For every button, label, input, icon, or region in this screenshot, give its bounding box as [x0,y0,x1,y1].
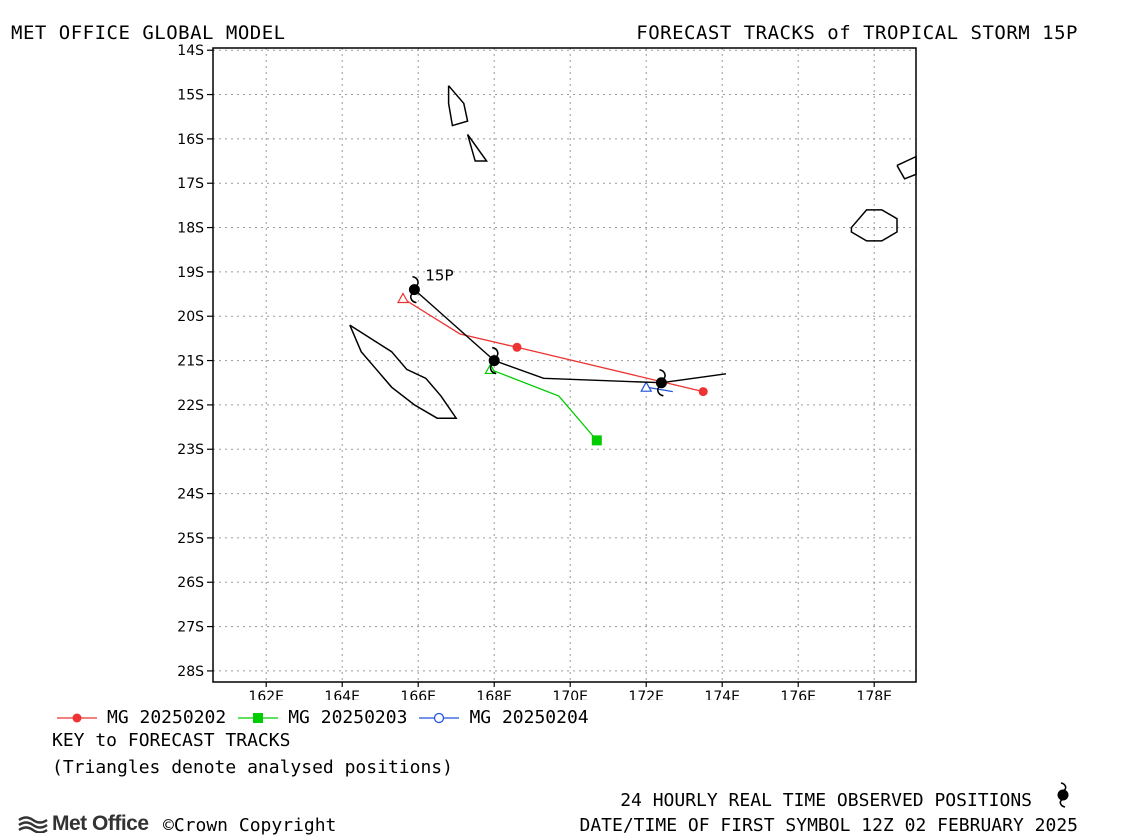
x-tick-label: 172E [628,689,664,700]
observed-track-line [413,289,727,384]
key-title: KEY to FORECAST TRACKS [52,730,291,751]
legend-label: MG 20250204 [469,707,589,728]
coastline [447,85,469,127]
x-tick-label: 174E [704,689,740,700]
x-tick-label: 162E [248,689,284,700]
forecast-marker-circle [512,342,522,352]
coastline [466,134,489,162]
legend-swatch-red [57,713,97,722]
observed-position-symbol [655,368,667,397]
coastline [850,209,898,242]
y-tick-label: 24S [177,487,204,503]
storm-symbol-arm [656,386,664,397]
forecast-track-chart: 15P 14S 15S 16S 17S 18S 19S 20S 21S 22S 23S 24S 25S… [177,43,917,700]
met-office-logo: Met Office [18,812,149,836]
first-symbol-datetime: DATE/TIME OF FIRST SYMBOL 12Z 02 FEBRUAR… [579,815,1079,836]
forecast-marker-square [591,435,602,446]
track-layer: 15P [396,267,727,446]
x-tick-label: 178E [856,689,892,700]
storm-symbol-core [655,377,667,389]
y-tick-label: 21S [177,354,204,370]
storm-symbol-arm [409,292,417,304]
forecast-track-line [646,386,673,393]
y-tick-label: 28S [177,664,204,680]
y-tick-label: 14S [177,43,204,59]
key-note: (Triangles denote analysed positions) [52,757,453,778]
legend-swatch-green [238,712,279,723]
legend: MG 20250202 MG 20250203 MG 20250204 [55,707,599,728]
y-tick-label: 17S [177,176,204,192]
y-tick-label: 19S [177,265,204,281]
met-office-waves-icon [18,816,48,833]
x-tick-label: 168E [476,689,512,700]
y-tick-label: 20S [177,309,204,325]
coastline [349,324,458,419]
storm-symbol-arm [412,275,419,287]
storm-symbol-core [488,355,500,367]
y-tick-label: 22S [177,398,204,414]
storm-symbol-arm [659,368,666,380]
forecast-track-line [490,368,598,441]
storm-symbol-core [408,284,420,296]
logo-text: Met Office [52,812,149,835]
axis-layer: 14S 15S 16S 17S 18S 19S 20S 21S 22S 23S 24S 25S 26S 2… [177,43,917,700]
observed-position-symbol [408,275,420,304]
legend-entry-mg-20250203: MG 20250203 [236,707,407,728]
x-tick-label: 166E [400,689,436,700]
forecast-marker-circle [698,387,708,397]
y-tick-label: 26S [177,575,204,591]
legend-entry-mg-20250202: MG 20250202 [55,707,226,728]
y-tick-label: 15S [177,88,204,104]
legend-entry-mg-20250204: MG 20250204 [417,707,589,728]
x-tick-label: 170E [552,689,588,700]
grid-layer [213,48,916,682]
analysed-position-triangle [640,380,653,392]
coastline-layer [349,85,917,419]
legend-swatch-blue [419,712,460,723]
legend-label: MG 20250202 [107,707,227,728]
y-tick-label: 18S [177,221,204,237]
storm-label: 15P [425,267,453,285]
observed-positions-note: 24 HOURLY REAL TIME OBSERVED POSITIONS [620,790,1032,811]
copyright-text: ©Crown Copyright [163,815,337,836]
y-tick-label: 25S [177,531,204,547]
storm-symbol-arm [489,363,497,375]
plot-frame [212,47,917,683]
coastline [896,155,917,180]
header-model-name: MET OFFICE GLOBAL MODEL [11,22,286,44]
y-tick-label: 16S [177,132,204,148]
storm-symbol-icon [1057,782,1069,808]
y-tick-label: 27S [177,620,204,636]
y-tick-label: 23S [177,442,204,458]
x-tick-label: 164E [324,689,360,700]
forecast-track-line [402,297,704,393]
x-tick-label: 176E [780,689,816,700]
observed-position-symbol [488,346,500,375]
legend-label: MG 20250203 [288,707,408,728]
analysed-position-triangle [396,292,410,304]
storm-symbol-arm [491,346,499,358]
header-chart-title: FORECAST TRACKS of TROPICAL STORM 15P [636,22,1078,44]
